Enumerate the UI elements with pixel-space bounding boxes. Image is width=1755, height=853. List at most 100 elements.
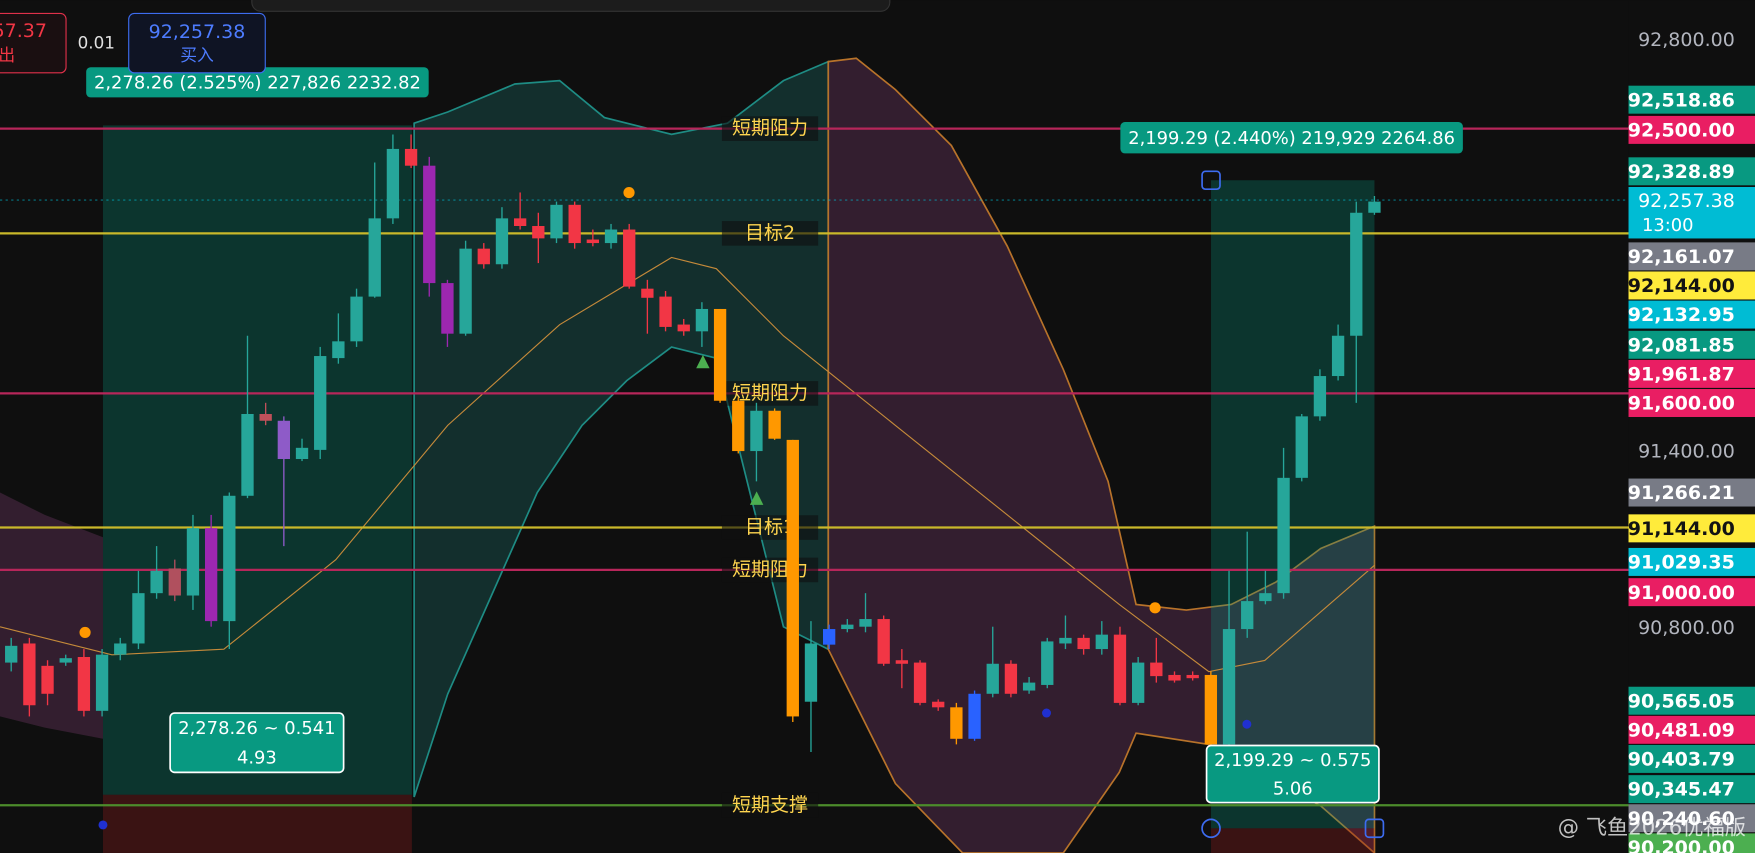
candle-body [641,288,654,298]
last-price-badge [1628,186,1755,239]
top-toolbar[interactable] [251,0,891,12]
candle-body [532,226,545,239]
candle-body [968,693,981,739]
measure-box [86,67,429,98]
signal-arrow [696,354,710,369]
candle-body [1168,674,1181,681]
candle-body [132,593,145,644]
candle-body [1095,634,1108,650]
price-badge [1628,578,1755,607]
candle-body [386,148,400,219]
candle-body [41,665,54,694]
level-label: 短期阻力 [732,382,808,404]
candle-body [877,619,890,664]
candle-body [95,654,109,711]
price-badge [1628,85,1755,114]
candle-body [5,645,18,663]
watermark: @ 飞鱼2026优福版 [1558,815,1746,840]
level-label-bg [721,792,819,818]
candle-body [495,218,509,265]
price-badge [1628,514,1755,543]
price-badge-text: 92,500.00 [1628,120,1735,142]
price-badge [1628,833,1755,853]
band-zone [827,57,1376,853]
candle-body [695,308,709,332]
candle-body [750,410,763,452]
price-badge [1628,242,1755,271]
y-tick-label: 92,800.00 [1638,29,1735,51]
buy-label: 买入 [180,45,214,65]
price-badge-text: 90,481.09 [1628,719,1735,741]
candle-body [786,439,799,717]
sell-button[interactable] [0,12,67,74]
price-badge-text: 92,328.89 [1628,161,1735,183]
candle-body [150,570,163,594]
candle-body [1041,641,1054,685]
last-price-time: 13:00 [1642,215,1694,236]
candle-body [732,400,745,452]
price-badge-text: 92,144.00 [1628,275,1735,297]
price-badge-text: 90,403.79 [1628,749,1735,771]
measure-text: 2,278.26 ~ 0.541 [178,718,335,739]
level-label-bg [721,515,819,540]
signal-dot [623,186,635,199]
candle-body [241,413,254,496]
candle-body [623,229,636,287]
price-badge-text: 90,565.05 [1628,690,1735,712]
level-label: 短期阻力 [732,117,808,139]
price-badge [1628,330,1755,359]
candle-body [1222,629,1236,745]
sell-price: 57.37 [0,20,47,42]
signal-dot [1042,708,1051,718]
candle-body [713,308,727,401]
price-badge [1628,804,1755,833]
candle-body [986,663,999,694]
price-badge-text: 92,518.86 [1628,89,1735,111]
candle-body [168,568,181,596]
candle-body [1131,662,1145,703]
candle-body [368,218,381,297]
candle-body [23,643,36,706]
candle-body [1241,601,1254,630]
candle-body [459,248,472,334]
price-badge [1628,744,1755,773]
price-badge [1628,478,1755,507]
measure-box [1120,122,1463,154]
measure-text: 2,199.29 ~ 0.575 [1214,750,1371,771]
candle-body [441,283,454,334]
candle-body [1059,637,1072,644]
candle-body [841,624,854,630]
measure-box [1205,744,1380,804]
handle [1201,818,1221,839]
candle-body [1150,662,1163,677]
level-label-bg [721,116,819,141]
measure-text: 5.06 [1273,778,1313,799]
candle-body [950,707,963,739]
price-badge [1628,157,1755,186]
candle-body [423,165,436,284]
signal-dot [98,820,108,830]
handle [1364,818,1385,839]
candle-body [604,229,618,244]
candle-body [677,324,690,332]
price-badge-text: 91,266.21 [1628,482,1735,504]
signal-dot [1149,602,1161,614]
price-badge [1628,271,1755,300]
level-label: 目标2 [745,222,795,244]
signal-dot [1242,719,1252,729]
signal-dot [79,626,91,639]
last-price-text: 92,257.38 [1638,190,1735,212]
candle-body [1259,593,1272,602]
price-badge-text: 92,132.95 [1628,304,1735,326]
price-badge-text: 91,961.87 [1628,364,1735,386]
candle-body [186,528,200,596]
quantity[interactable]: 0.01 [78,33,115,53]
buy-button[interactable] [128,12,266,74]
candle-body [804,643,818,702]
candle-body [859,619,872,627]
candle-body [1295,416,1308,478]
candle-body [77,657,91,711]
price-badge-text: 90,345.47 [1628,779,1735,801]
